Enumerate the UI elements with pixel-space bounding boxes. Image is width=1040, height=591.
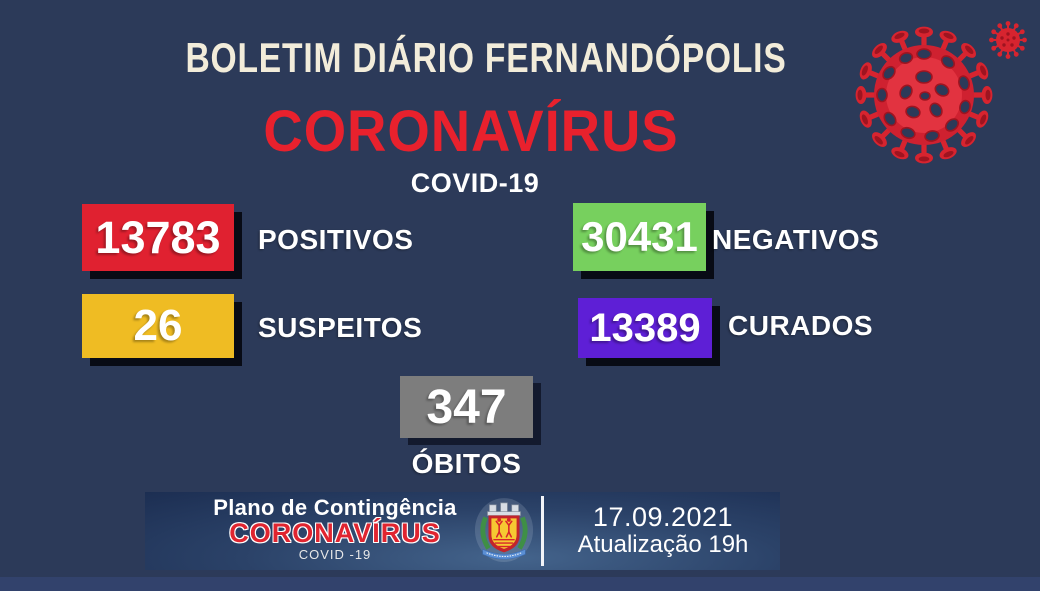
positivos-count: 13783 [95,211,221,263]
contingency-plan-banner: Plano de Contingência CORONAVÍRUS COVID … [145,492,780,570]
obitos-label: ÓBITOS [411,448,522,479]
plan-title: Plano de Contingência [213,495,457,520]
bottom-strip [0,577,1040,591]
coronavirus-icon-small [988,20,1028,65]
update-time: Atualização 19h [577,531,749,559]
obitos-count: 347 [426,380,507,434]
suspeitos-label: SUSPEITOS [258,312,423,343]
coronavirus-icon [850,20,998,175]
suspeitos-count: 26 [133,301,183,350]
plan-text-block: Plano de Contingência CORONAVÍRUS COVID … [155,496,515,562]
coronavirus-heading: CORONAVÍRUS [263,99,679,164]
curados-count: 13389 [589,305,701,350]
covid19-heading: COVID-19 [410,168,540,198]
plan-coronavirus-label: CORONAVÍRUS [229,518,441,549]
positivos-count-box: 13783 [82,204,234,271]
update-info-block: 17.09.2021 Atualização 19h [549,502,777,559]
positivos-label: POSITIVOS [258,224,414,255]
negativos-count: 30431 [581,213,698,260]
banner-divider [541,496,544,566]
negativos-count-box: 30431 [573,203,706,271]
obitos-count-box: 347 [400,376,533,438]
bulletin-date: 17.09.2021 [592,502,734,532]
plan-covid-label: COVID -19 [298,547,372,563]
curados-label: CURADOS [728,310,874,341]
suspeitos-count-box: 26 [82,294,234,358]
city-crest-icon [473,497,535,570]
curados-count-box: 13389 [578,298,712,358]
page-title: BOLETIM DIÁRIO FERNANDÓPOLIS [185,34,787,81]
negativos-label: NEGATIVOS [712,224,880,255]
